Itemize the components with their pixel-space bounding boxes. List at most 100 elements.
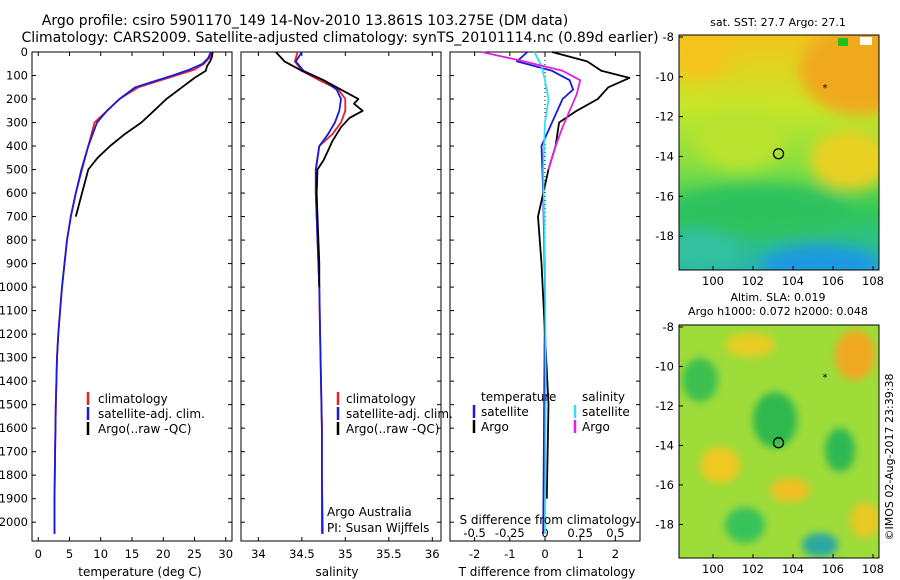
map-y-tick-label: -18 <box>655 229 674 243</box>
y-tick-label: 2000 <box>0 515 28 529</box>
y-tick-label: 300 <box>6 116 28 130</box>
series-line-argo-raw-qc <box>275 51 364 288</box>
t-difference-label: T difference from climatology <box>458 565 636 579</box>
y-tick-label: 1200 <box>0 327 28 341</box>
map-y-tick-label: -12 <box>655 110 674 124</box>
map-x-tick-label: 108 <box>862 562 884 576</box>
legend-label-salinity-argo: Argo <box>582 420 610 434</box>
difference-legend: temperature salinity satellite Argo sate… <box>472 390 630 434</box>
sla-map-frame <box>678 324 880 559</box>
sla-map-subtitle: Argo h1000: 0.072 h2000: 0.048 <box>688 305 868 318</box>
x-tick-label: 2 <box>612 547 619 561</box>
s-tick-label: -0.25 <box>495 526 525 540</box>
pi-label: PI: Susan Wijffels <box>327 521 429 535</box>
x-tick-label: 34.5 <box>289 547 315 561</box>
x-tick-label: 25 <box>187 547 202 561</box>
series-line-argo-raw-qc <box>74 51 214 217</box>
map-y-tick-label: -12 <box>655 399 674 413</box>
sla-map-title: Altim. SLA: 0.019 <box>730 291 825 304</box>
y-tick-label: 500 <box>6 163 28 177</box>
s-difference-label: S difference from climatology <box>460 513 637 527</box>
sla-argo-location-marker <box>772 437 785 449</box>
salinity-legend: climatology satellite-adj. clim. Argo(..… <box>336 392 453 436</box>
series-line-satellite-adj-clim <box>294 51 342 534</box>
map-x-tick-label: 104 <box>782 274 804 288</box>
sla-map-panel: Altim. SLA: 0.019 Argo h1000: 0.072 h200… <box>655 291 884 576</box>
legend-label-salinity-satellite: satellite <box>582 405 630 419</box>
legend-label-argo: Argo(..raw -QC) <box>98 422 191 436</box>
x-tick-label: 15 <box>125 547 140 561</box>
y-tick-label: 1400 <box>0 374 28 388</box>
y-tick-label: 1600 <box>0 421 28 435</box>
map-x-tick-label: 106 <box>822 274 844 288</box>
x-tick-label: 34 <box>251 547 266 561</box>
sst-heatmap <box>679 35 879 270</box>
y-tick-label: 1100 <box>0 304 28 318</box>
y-tick-label: 600 <box>6 186 28 200</box>
series-line-temperature-argo <box>537 51 631 499</box>
map-x-tick-label: 100 <box>702 274 724 288</box>
sla-heatmap <box>679 325 879 558</box>
y-tick-label: 1000 <box>0 280 28 294</box>
x-tick-label: 1 <box>577 547 584 561</box>
salinity-panel: 34 34.5 35 35.5 36 salinity climatology sate… <box>240 51 453 579</box>
y-tick-label: 1900 <box>0 492 28 506</box>
x-tick-label: 0 <box>35 547 42 561</box>
map-y-tick-label: -14 <box>655 149 674 163</box>
x-tick-label: 20 <box>156 547 171 561</box>
sst-star-marker: * <box>823 83 828 94</box>
argo-australia-label: Argo Australia <box>327 505 412 519</box>
temperature-panel: 0100200300400500600700800900100011001200… <box>0 45 233 579</box>
y-tick-label: 800 <box>6 233 28 247</box>
map-x-tick-label: 102 <box>742 274 764 288</box>
y-tick-label: 1700 <box>0 445 28 459</box>
legend-label-satellite: satellite-adj. clim. <box>346 407 453 421</box>
legend-label-temperature-argo: Argo <box>481 420 509 434</box>
series-line-salinity-argo <box>481 51 582 170</box>
x-tick-label: 35.5 <box>376 547 402 561</box>
map-y-tick-label: -16 <box>655 189 674 203</box>
map-y-tick-label: -14 <box>655 438 674 452</box>
legend-label-temperature-satellite: satellite <box>481 405 529 419</box>
map-y-tick-label: -10 <box>655 70 674 84</box>
sst-map-frame <box>678 34 880 271</box>
map-y-tick-label: -8 <box>663 320 674 334</box>
map-y-tick-label: -8 <box>663 30 674 44</box>
y-tick-label: 0 <box>21 45 28 59</box>
y-tick-label: 400 <box>6 139 28 153</box>
y-tick-label: 1800 <box>0 468 28 482</box>
x-tick-label: 10 <box>93 547 108 561</box>
y-tick-label: 700 <box>6 210 28 224</box>
sst-map-panel: sat. SST: 27.7 Argo: 27.1 * 100 102 104 106… <box>655 16 884 288</box>
x-tick-label: -2 <box>469 547 480 561</box>
sla-star-marker: * <box>823 372 828 383</box>
x-tick-label: -1 <box>504 547 515 561</box>
salinity-axes-frame <box>240 51 442 542</box>
y-tick-label: 200 <box>6 92 28 106</box>
s-tick-label: -0.5 <box>463 526 485 540</box>
legend-label-argo: Argo(..raw -QC) <box>346 422 439 436</box>
map-x-tick-label: 108 <box>862 274 884 288</box>
sst-map-title: sat. SST: 27.7 Argo: 27.1 <box>710 16 846 29</box>
series-line-salinity-satellite <box>533 51 550 534</box>
temperature-xlabel: temperature (deg C) <box>78 565 201 579</box>
y-tick-label: 900 <box>6 257 28 271</box>
s-tick-label: 0.25 <box>567 526 593 540</box>
map-y-tick-label: -10 <box>655 359 674 373</box>
series-line-satellite-adj-clim <box>53 51 212 534</box>
y-tick-label: 1500 <box>0 398 28 412</box>
series-line-climatology <box>53 51 213 534</box>
x-tick-label: 35 <box>338 547 353 561</box>
s-tick-label: 0.5 <box>606 526 624 540</box>
imos-credit: ©IMOS 02-Aug-2017 23:39:38 <box>883 374 896 541</box>
legend-header-temperature: temperature <box>481 390 556 404</box>
map-y-tick-label: -18 <box>655 517 674 531</box>
title-line-1: Argo profile: csiro 5901170_149 14-Nov-2… <box>42 13 568 29</box>
title-line-2: Climatology: CARS2009. Satellite-adjuste… <box>21 30 658 46</box>
x-tick-label: 0 <box>541 547 548 561</box>
y-tick-label: 1300 <box>0 351 28 365</box>
difference-panel: -2 -1 0 1 2-0.5 -0.25 0 0.25 0.5 S difference fr… <box>449 51 641 579</box>
salinity-xlabel: salinity <box>315 565 358 579</box>
x-tick-label: 5 <box>66 547 73 561</box>
